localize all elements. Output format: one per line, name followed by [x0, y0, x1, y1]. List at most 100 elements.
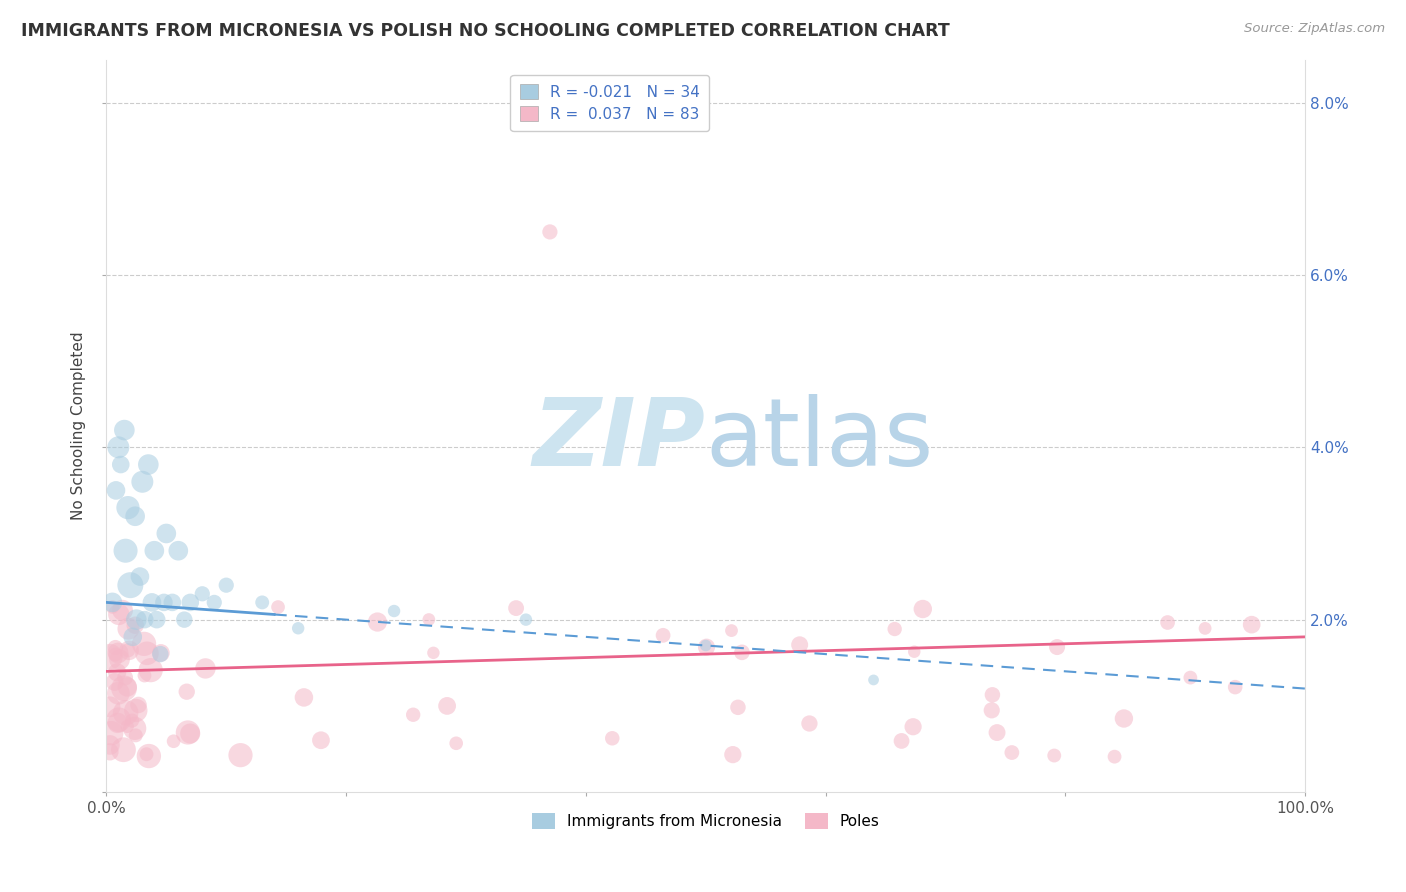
Point — [287, 621, 309, 635]
Point — [1104, 749, 1126, 764]
Point — [118, 643, 141, 657]
Point — [117, 500, 139, 515]
Point — [125, 728, 148, 742]
Point — [727, 700, 749, 714]
Point — [117, 622, 139, 636]
Point — [134, 668, 156, 682]
Point — [132, 637, 155, 651]
Point — [167, 543, 190, 558]
Point — [382, 604, 405, 618]
Point — [1156, 615, 1178, 630]
Point — [600, 731, 623, 746]
Point — [107, 440, 129, 454]
Point — [107, 686, 129, 700]
Point — [135, 747, 157, 762]
Point — [444, 736, 467, 750]
Point — [695, 640, 717, 655]
Point — [129, 569, 152, 583]
Point — [162, 734, 184, 748]
Point — [202, 595, 225, 609]
Point — [229, 748, 252, 763]
Point — [652, 628, 675, 642]
Point — [98, 738, 121, 752]
Point — [155, 526, 177, 541]
Point — [107, 713, 129, 727]
Point — [194, 661, 217, 675]
Point — [112, 423, 135, 437]
Point — [117, 680, 139, 694]
Point — [131, 475, 153, 489]
Point — [101, 595, 124, 609]
Point — [138, 749, 160, 764]
Point — [112, 681, 135, 696]
Text: IMMIGRANTS FROM MICRONESIA VS POLISH NO SCHOOLING COMPLETED CORRELATION CHART: IMMIGRANTS FROM MICRONESIA VS POLISH NO … — [21, 22, 950, 40]
Point — [143, 543, 166, 558]
Point — [799, 716, 821, 731]
Point — [104, 648, 127, 662]
Point — [145, 613, 167, 627]
Point — [1001, 746, 1024, 760]
Point — [107, 715, 129, 730]
Point — [117, 719, 139, 733]
Point — [1112, 711, 1135, 725]
Point — [120, 578, 142, 592]
Point — [1223, 680, 1246, 694]
Point — [101, 600, 124, 615]
Point — [121, 714, 143, 728]
Point — [179, 726, 201, 740]
Point — [422, 646, 444, 660]
Text: ZIP: ZIP — [533, 394, 706, 486]
Point — [141, 595, 163, 609]
Point — [731, 645, 754, 659]
Point — [179, 595, 201, 609]
Point — [112, 742, 135, 756]
Point — [125, 613, 148, 627]
Point — [789, 638, 811, 652]
Point — [98, 699, 121, 714]
Point — [139, 663, 162, 677]
Point — [402, 707, 425, 722]
Point — [107, 607, 129, 622]
Point — [114, 671, 136, 685]
Point — [418, 613, 440, 627]
Point — [1180, 671, 1202, 685]
Point — [114, 706, 136, 720]
Point — [176, 684, 198, 698]
Point — [1046, 640, 1069, 654]
Point — [901, 720, 924, 734]
Point — [105, 665, 128, 680]
Point — [125, 703, 148, 717]
Point — [114, 543, 136, 558]
Point — [121, 630, 143, 644]
Legend: Immigrants from Micronesia, Poles: Immigrants from Micronesia, Poles — [526, 807, 886, 836]
Point — [890, 734, 912, 748]
Text: atlas: atlas — [706, 394, 934, 486]
Point — [292, 690, 315, 705]
Point — [117, 643, 139, 657]
Point — [124, 618, 146, 632]
Point — [134, 613, 156, 627]
Point — [862, 673, 884, 687]
Point — [110, 458, 132, 472]
Point — [104, 640, 127, 655]
Point — [136, 646, 159, 660]
Point — [104, 675, 127, 690]
Point — [162, 595, 184, 609]
Point — [191, 587, 214, 601]
Point — [538, 225, 561, 239]
Point — [986, 725, 1008, 739]
Point — [104, 483, 127, 498]
Text: Source: ZipAtlas.com: Source: ZipAtlas.com — [1244, 22, 1385, 36]
Point — [903, 645, 925, 659]
Point — [124, 722, 146, 736]
Point — [124, 509, 146, 524]
Point — [981, 688, 1004, 702]
Point — [1240, 617, 1263, 632]
Point — [366, 615, 388, 629]
Y-axis label: No Schooling Completed: No Schooling Completed — [72, 332, 86, 520]
Point — [149, 647, 172, 661]
Point — [108, 652, 131, 666]
Point — [111, 603, 134, 617]
Point — [177, 725, 200, 739]
Point — [436, 698, 458, 713]
